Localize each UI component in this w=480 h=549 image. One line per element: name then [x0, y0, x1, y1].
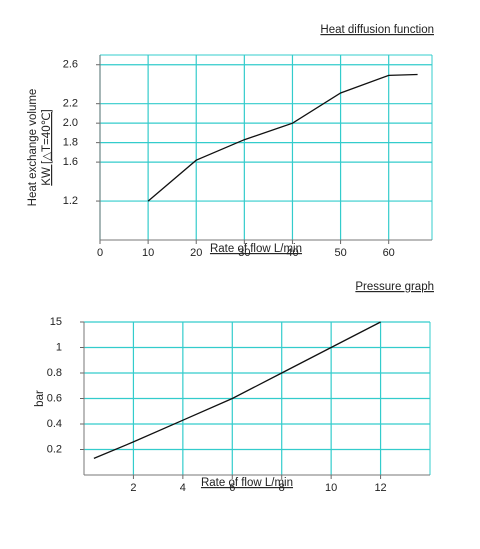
x-tick-label: 12 — [374, 482, 386, 494]
line — [147, 73, 418, 202]
y-tick-label: 1 — [56, 341, 62, 353]
x-tick-label: 50 — [334, 247, 346, 259]
x-tick-label: 10 — [142, 247, 154, 259]
y-axis-label: Heat exchange volume — [27, 89, 39, 207]
x-tick-label: 60 — [383, 247, 395, 259]
x-tick-label: 4 — [180, 482, 186, 494]
chart-title: Heat diffusion function — [320, 24, 434, 36]
x-axis-label: Rate of flow L/min — [210, 243, 302, 255]
y-axis-label: KW [△T=40℃] — [41, 109, 53, 185]
y-tick-label: 2.6 — [63, 59, 78, 71]
y-tick-label: 1.8 — [63, 137, 78, 149]
x-tick-label: 6 — [229, 482, 235, 494]
y-tick-label: 0.8 — [47, 367, 62, 379]
y-tick-label: 2.2 — [63, 98, 78, 110]
x-tick-label: 30 — [238, 247, 250, 259]
line — [93, 321, 381, 459]
y-tick-label: 1.2 — [63, 195, 78, 207]
x-tick-label: 8 — [279, 482, 285, 494]
y-tick-label: 0.6 — [47, 392, 62, 404]
y-tick-label: 0.4 — [47, 418, 62, 430]
y-tick-label: 0.2 — [47, 443, 62, 455]
y-tick-label: 2.0 — [63, 117, 78, 129]
chart-title: Pressure graph — [355, 281, 434, 293]
y-tick-label: 15 — [50, 316, 62, 328]
y-axis-label: bar — [34, 390, 46, 407]
x-axis-label: Rate of flow L/min — [201, 477, 293, 489]
x-tick-label: 2 — [130, 482, 136, 494]
x-tick-label: 40 — [286, 247, 298, 259]
y-tick-label: 1.6 — [63, 156, 78, 168]
x-tick-label: 10 — [325, 482, 337, 494]
x-tick-label: 20 — [190, 247, 202, 259]
x-tick-label: 0 — [97, 247, 103, 259]
